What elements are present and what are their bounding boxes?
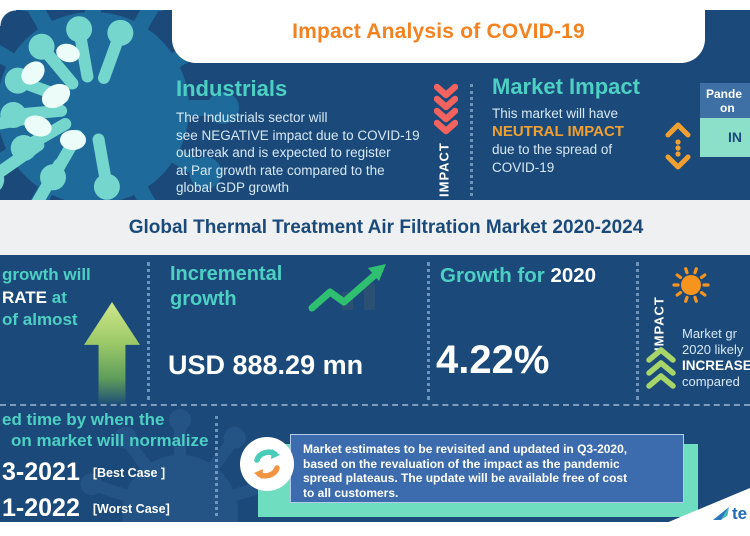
dashed-divider bbox=[0, 404, 750, 406]
market-impact-section: Market Impact This market will have NEUT… bbox=[492, 74, 672, 177]
technavio-logo: te bbox=[712, 504, 747, 524]
market-impact-line: This market will have bbox=[492, 106, 619, 121]
market-title-band: Global Thermal Treatment Air Filtration … bbox=[0, 200, 750, 255]
industrials-line: at Par growth rate compared to the bbox=[176, 162, 385, 178]
up-chevrons-icon bbox=[646, 347, 676, 389]
market-impact-line: COVID-19 bbox=[492, 160, 555, 175]
divider bbox=[470, 84, 473, 196]
industrials-line: The Industrials sector will bbox=[176, 110, 328, 125]
normalize-line: on market will normalize bbox=[11, 431, 209, 450]
impact-vertical-label: IMPACT bbox=[436, 142, 452, 198]
normalize-section: ed time by when the on market will norma… bbox=[2, 409, 208, 523]
pandemic-panel-value: IN bbox=[700, 118, 750, 157]
best-case-value: 3-2021 bbox=[2, 458, 80, 486]
pandemic-panel-line: on bbox=[720, 101, 735, 115]
rounded-corner bbox=[0, 10, 16, 26]
note-line: based on the revaluation of the impact a… bbox=[303, 456, 620, 471]
neutral-impact-highlight: NEUTRAL IMPACT bbox=[492, 123, 624, 140]
worst-case-label: [Worst Case] bbox=[92, 502, 170, 516]
update-badge bbox=[240, 437, 294, 491]
growth-label-text: Growth for bbox=[440, 264, 551, 287]
growth-label-year: 2020 bbox=[550, 264, 597, 287]
technavio-logo-text: te bbox=[732, 504, 748, 523]
industrials-line: global GDP growth bbox=[176, 180, 290, 195]
growth-fragment-line: growth will bbox=[2, 265, 91, 284]
note-box: Market estimates to be revisited and upd… bbox=[290, 434, 684, 503]
normalize-line: ed time by when the bbox=[2, 410, 165, 429]
incremental-growth-value: USD 888.29 mn bbox=[168, 350, 364, 380]
worst-case-value: 1-2022 bbox=[2, 494, 80, 522]
sun-virus-icon bbox=[672, 267, 710, 303]
industrials-line: see NEGATIVE impact due to COVID-19 bbox=[176, 127, 420, 143]
neutral-arrows-icon bbox=[665, 122, 691, 170]
header-banner: Impact Analysis of COVID-19 bbox=[172, 0, 705, 63]
best-case-label: [Best Case ] bbox=[92, 466, 166, 480]
worst-case-row: 1-2022 [Worst Case] bbox=[2, 494, 208, 523]
line-chart-icon bbox=[308, 264, 386, 312]
incremental-label-line: Incremental bbox=[170, 263, 283, 285]
industrials-section: Industrials The Industrials sector will … bbox=[176, 76, 436, 197]
page-title: Impact Analysis of COVID-19 bbox=[292, 19, 585, 43]
right-fragment-line: compared bbox=[682, 374, 740, 389]
note-line: Market estimates to be revisited and upd… bbox=[303, 442, 628, 456]
note-line: to all customers. bbox=[303, 485, 399, 500]
swap-arrows-icon bbox=[254, 449, 280, 479]
market-growth-2020-fragment: Market gr 2020 likely INCREASE compared bbox=[682, 326, 750, 390]
best-case-row: 3-2021 [Best Case ] bbox=[2, 458, 208, 487]
divider bbox=[215, 416, 218, 516]
market-title: Global Thermal Treatment Air Filtration … bbox=[128, 216, 644, 238]
market-growth-fragment: growth will RATE at of almost bbox=[2, 264, 91, 332]
pandemic-panel-line: Pande bbox=[706, 87, 743, 101]
down-chevrons-icon bbox=[434, 83, 458, 135]
note-line: spread plateaus. The update will be avai… bbox=[303, 471, 628, 486]
growth-fragment-line: of almost bbox=[2, 310, 78, 329]
industrials-line: outbreak and is expected to register bbox=[176, 145, 391, 160]
growth-fragment-line: RATE at bbox=[2, 287, 91, 310]
divider bbox=[147, 262, 150, 400]
growth-fragment-text: at bbox=[47, 287, 67, 307]
pandemic-panel-header: Pande on bbox=[700, 83, 750, 118]
market-impact-line: due to the spread of bbox=[492, 142, 613, 157]
market-impact-heading: Market Impact bbox=[492, 74, 640, 99]
bottom-frame-strip bbox=[0, 522, 750, 536]
divider bbox=[636, 262, 639, 400]
right-fragment-line: 2020 likely bbox=[682, 342, 744, 357]
incremental-label-line: growth bbox=[170, 288, 237, 310]
divider bbox=[427, 262, 430, 400]
right-fragment-line: Market gr bbox=[682, 326, 737, 341]
increase-highlight: INCREASE bbox=[682, 358, 750, 373]
industrials-heading: Industrials bbox=[176, 76, 288, 101]
incremental-growth-label: Incremental growth bbox=[170, 262, 282, 312]
technavio-logo-icon bbox=[713, 507, 729, 520]
growth-2020-label: Growth for 2020 bbox=[440, 264, 596, 288]
growth-rate-highlight: RATE bbox=[2, 287, 48, 307]
up-arrow-icon bbox=[84, 302, 140, 404]
growth-2020-value: 4.22% bbox=[436, 338, 550, 382]
